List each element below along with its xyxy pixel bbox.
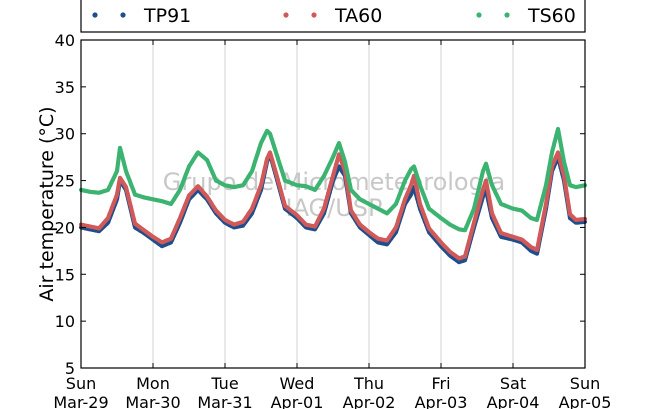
x-tick-label-day: Thu — [353, 374, 384, 393]
x-tick-label-date: Apr-04 — [487, 393, 540, 409]
x-tick-label-date: Mar-29 — [53, 393, 108, 409]
legend-marker — [120, 12, 126, 18]
x-tick-label-date: Apr-01 — [271, 393, 324, 409]
y-tick-label: 20 — [55, 218, 75, 237]
legend-marker — [283, 12, 289, 18]
x-tick-label-day: Sun — [66, 374, 96, 393]
x-axis: SunMar-29MonMar-30TueMar-31WedApr-01ThuA… — [53, 40, 611, 409]
y-axis-label: Air temperature (°C) — [36, 106, 58, 301]
y-tick-label: 15 — [55, 265, 75, 284]
y-tick-label: 30 — [55, 125, 75, 144]
series-ts60 — [78, 126, 588, 233]
y-axis: 5 10 15 20 25 30 35 40 — [55, 31, 585, 378]
x-tick-label-day: Tue — [210, 374, 238, 393]
x-tick-label-day: Mon — [136, 374, 170, 393]
y-tick-label: 5 — [65, 359, 75, 378]
legend-box — [80, 0, 586, 33]
legend: TP91 TA60 TS60 — [92, 5, 576, 27]
x-tick-label-day: Fri — [431, 374, 450, 393]
y-tick-label: 35 — [55, 78, 75, 97]
y-tick-label: 10 — [55, 312, 75, 331]
x-tick-label-date: Mar-31 — [197, 393, 252, 409]
legend-marker — [476, 12, 482, 18]
y-tick-label: 25 — [55, 172, 75, 191]
plot-frame — [80, 39, 586, 369]
x-tick-label-day: Sat — [500, 374, 526, 393]
x-tick-label-day: Sun — [570, 374, 600, 393]
x-tick-label-date: Apr-03 — [415, 393, 468, 409]
y-tick-label: 40 — [55, 31, 75, 50]
x-tick-label-date: Apr-02 — [343, 393, 396, 409]
grid-lines — [152, 40, 514, 368]
legend-marker — [311, 12, 317, 18]
legend-label-tp91: TP91 — [143, 5, 191, 27]
series-ta60 — [78, 150, 588, 261]
legend-label-ts60: TS60 — [527, 5, 576, 27]
legend-marker — [92, 12, 98, 18]
data-series — [78, 126, 588, 265]
legend-label-ta60: TA60 — [334, 5, 382, 27]
x-tick-label-date: Mar-30 — [125, 393, 180, 409]
x-tick-label-day: Wed — [280, 374, 315, 393]
x-tick-label-date: Apr-05 — [559, 393, 612, 409]
legend-marker — [504, 12, 510, 18]
